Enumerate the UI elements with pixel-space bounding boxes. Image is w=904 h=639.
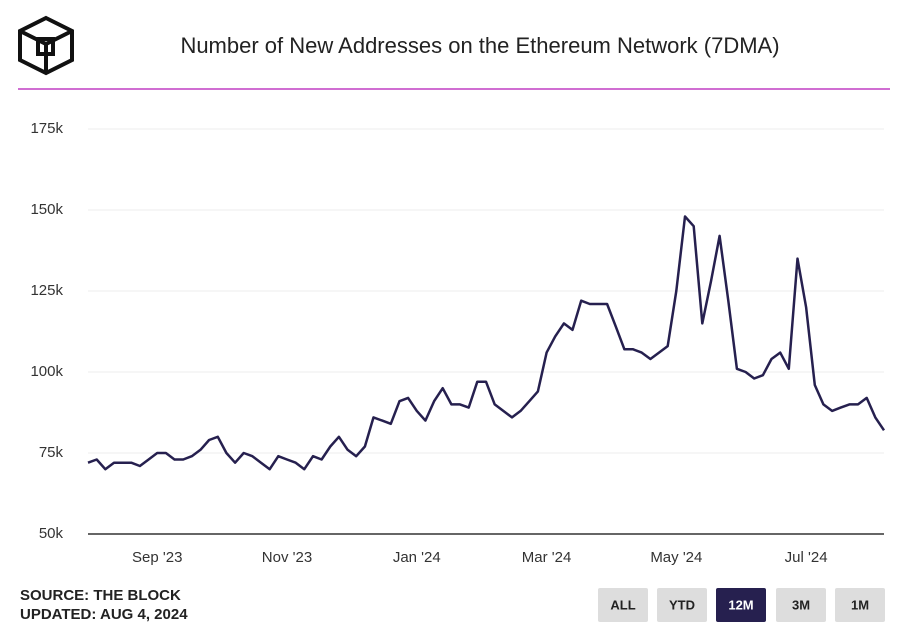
range-button[interactable] [716, 588, 766, 622]
range-button-label[interactable]: 1M [851, 597, 869, 612]
chart-title: Number of New Addresses on the Ethereum … [180, 33, 779, 58]
x-tick-label: Jul '24 [785, 549, 828, 566]
range-button[interactable] [657, 588, 707, 622]
y-tick-label: 50k [39, 525, 64, 542]
source: SOURCE: THE BLOCK [20, 587, 181, 604]
range-button-label[interactable]: ALL [610, 597, 635, 612]
x-tick-label: Jan '24 [393, 549, 441, 566]
x-tick-label: May '24 [650, 549, 702, 566]
range-button[interactable] [776, 588, 826, 622]
y-tick-label: 125k [30, 282, 63, 299]
x-tick-label: Mar '24 [522, 549, 572, 566]
range-button-label[interactable]: YTD [669, 597, 695, 612]
x-tick-label: Nov '23 [262, 549, 312, 566]
range-button-label[interactable]: 12M [728, 597, 753, 612]
range-button-label[interactable]: 3M [792, 597, 810, 612]
logo [18, 15, 74, 76]
data-line [87, 215, 886, 471]
updated: UPDATED: AUG 4, 2024 [20, 606, 188, 623]
range-button[interactable] [598, 588, 648, 622]
y-tick-label: 100k [30, 363, 63, 380]
y-tick-label: 150k [30, 201, 63, 218]
x-tick-label: Sep '23 [132, 549, 182, 566]
y-tick-label: 75k [39, 444, 64, 461]
y-tick-label: 175k [30, 120, 63, 137]
range-button[interactable] [835, 588, 885, 622]
